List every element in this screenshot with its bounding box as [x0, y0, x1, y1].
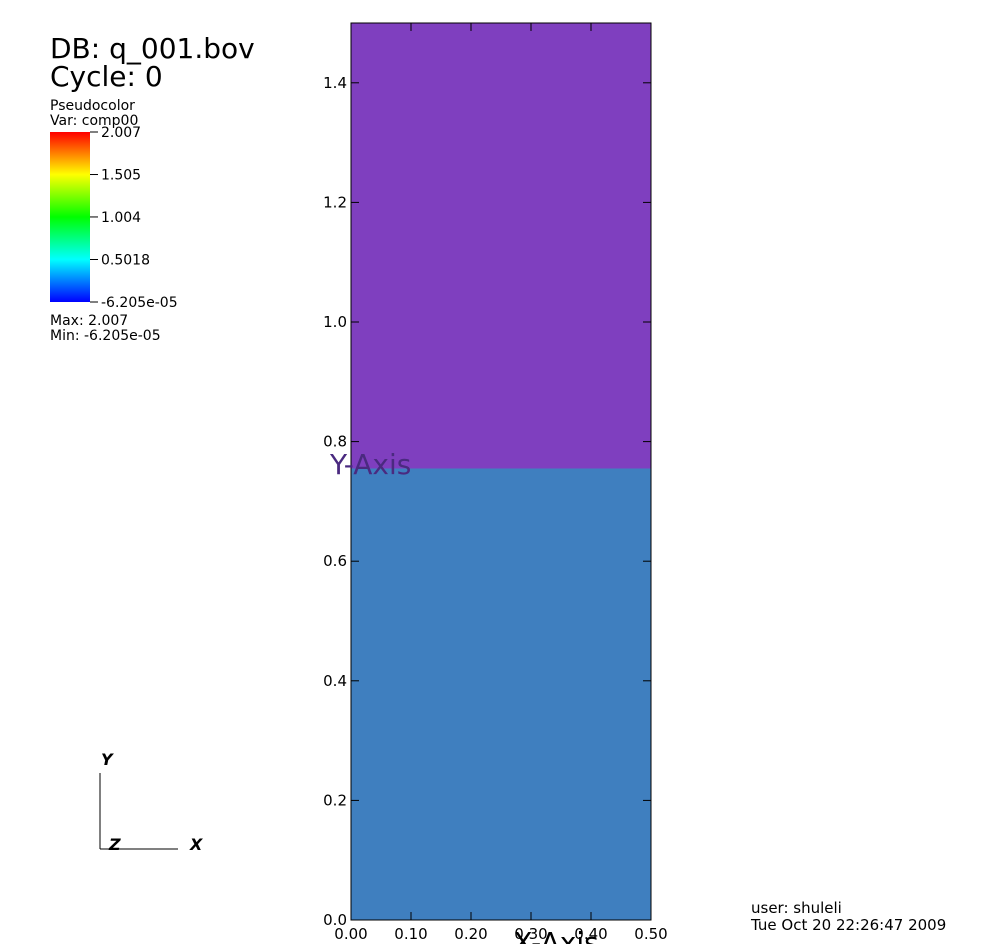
legend-tick-label: 0.5018	[101, 252, 150, 268]
x-tick-label: 0.30	[514, 925, 547, 943]
x-tick-label: 0.10	[394, 925, 427, 943]
legend-tick-label: -6.205e-05	[101, 295, 178, 311]
y-tick-label: 0.8	[323, 433, 347, 451]
y-tick-label: 1.2	[323, 193, 347, 211]
triad-label: Z	[108, 835, 121, 854]
legend-tick-label: 2.007	[101, 125, 141, 141]
triad-label: Y	[101, 750, 114, 769]
cycle-title: Cycle: 0	[50, 60, 163, 93]
user-label: user: shuleli	[751, 899, 842, 917]
x-tick-label: 0.20	[454, 925, 487, 943]
y-axis-label: Y-Axis	[329, 448, 411, 481]
db-title: DB: q_001.bov	[50, 32, 255, 65]
y-tick-label: 0.0	[323, 911, 347, 929]
legend-tick-label: 1.004	[101, 210, 141, 226]
legend-max: Max: 2.007	[50, 313, 128, 329]
x-tick-label: 0.00	[334, 925, 367, 943]
region	[351, 468, 651, 920]
y-tick-label: 0.2	[323, 791, 347, 809]
legend-title: Pseudocolor	[50, 98, 135, 114]
region	[351, 23, 651, 469]
legend-tick-label: 1.505	[101, 168, 141, 184]
x-tick-label: 0.50	[634, 925, 667, 943]
x-axis-label: X-Axis	[513, 926, 598, 944]
y-tick-label: 1.4	[323, 74, 347, 92]
legend-min: Min: -6.205e-05	[50, 328, 161, 344]
x-tick-label: 0.40	[574, 925, 607, 943]
legend-variable: Var: comp00	[50, 113, 138, 129]
plot-frame	[350, 22, 652, 921]
date-label: Tue Oct 20 22:26:47 2009	[750, 916, 946, 934]
y-tick-label: 1.0	[323, 313, 347, 331]
y-tick-label: 0.4	[323, 672, 347, 690]
y-tick-label: 0.6	[323, 552, 347, 570]
color-bar	[50, 132, 90, 302]
triad-label: X	[189, 835, 203, 854]
